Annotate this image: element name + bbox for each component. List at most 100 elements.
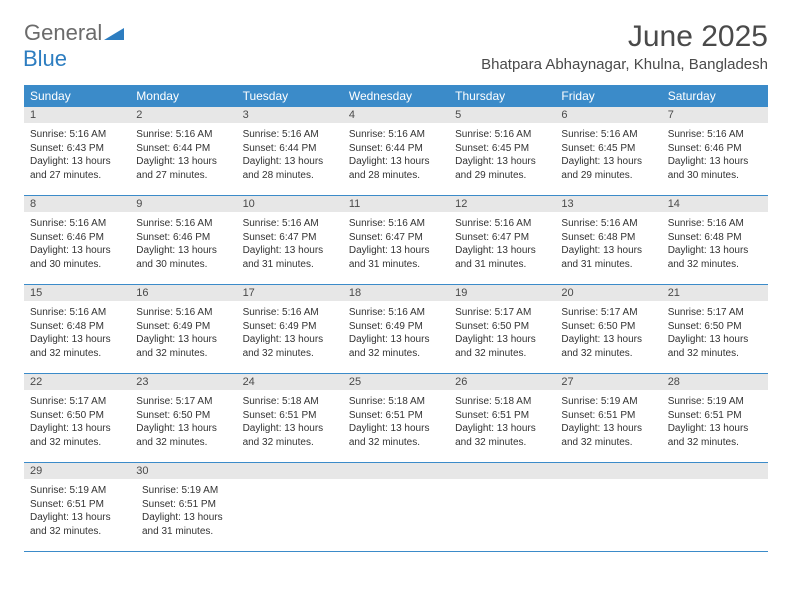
daylight-text-1: Daylight: 13 hours [349,155,443,169]
week-content-row: Sunrise: 5:16 AMSunset: 6:43 PMDaylight:… [24,123,768,195]
day-number: 25 [343,374,449,390]
sunset-text: Sunset: 6:46 PM [668,142,762,156]
logo-text: General Blue [24,20,124,72]
day-number: 11 [343,196,449,212]
daylight-text-2: and 32 minutes. [30,525,130,539]
sunrise-text: Sunrise: 5:16 AM [668,217,762,231]
day-details: Sunrise: 5:18 AMSunset: 6:51 PMDaylight:… [453,393,551,449]
sunrise-text: Sunrise: 5:16 AM [243,217,337,231]
day-cell: Sunrise: 5:19 AMSunset: 6:51 PMDaylight:… [662,390,768,462]
day-details: Sunrise: 5:19 AMSunset: 6:51 PMDaylight:… [666,393,764,449]
sunset-text: Sunset: 6:44 PM [349,142,443,156]
day-details: Sunrise: 5:16 AMSunset: 6:44 PMDaylight:… [347,126,445,182]
sunset-text: Sunset: 6:45 PM [455,142,549,156]
day-cell: Sunrise: 5:19 AMSunset: 6:51 PMDaylight:… [136,479,248,551]
sunset-text: Sunset: 6:46 PM [30,231,124,245]
day-cell: Sunrise: 5:16 AMSunset: 6:44 PMDaylight:… [130,123,236,195]
daylight-text-2: and 32 minutes. [455,347,549,361]
sunrise-text: Sunrise: 5:16 AM [136,306,230,320]
week-1: 1234567Sunrise: 5:16 AMSunset: 6:43 PMDa… [24,107,768,196]
day-cell: Sunrise: 5:17 AMSunset: 6:50 PMDaylight:… [449,301,555,373]
day-header-sunday: Sunday [24,85,130,107]
day-details: Sunrise: 5:16 AMSunset: 6:49 PMDaylight:… [134,304,232,360]
logo-general: General [24,20,102,45]
sunset-text: Sunset: 6:50 PM [30,409,124,423]
day-cell: Sunrise: 5:18 AMSunset: 6:51 PMDaylight:… [449,390,555,462]
sunrise-text: Sunrise: 5:17 AM [136,395,230,409]
day-number [555,463,661,479]
day-details: Sunrise: 5:16 AMSunset: 6:45 PMDaylight:… [453,126,551,182]
day-number: 17 [237,285,343,301]
day-details: Sunrise: 5:17 AMSunset: 6:50 PMDaylight:… [28,393,126,449]
daylight-text-1: Daylight: 13 hours [455,244,549,258]
day-number: 15 [24,285,130,301]
week-content-row: Sunrise: 5:19 AMSunset: 6:51 PMDaylight:… [24,479,768,551]
day-cell: Sunrise: 5:16 AMSunset: 6:49 PMDaylight:… [237,301,343,373]
daylight-text-1: Daylight: 13 hours [30,244,124,258]
sunrise-text: Sunrise: 5:18 AM [455,395,549,409]
daylight-text-2: and 28 minutes. [243,169,337,183]
empty-day-cell [248,479,352,551]
day-details: Sunrise: 5:16 AMSunset: 6:48 PMDaylight:… [559,215,657,271]
sunrise-text: Sunrise: 5:19 AM [561,395,655,409]
daylight-text-2: and 30 minutes. [30,258,124,272]
day-number: 9 [130,196,236,212]
day-number: 18 [343,285,449,301]
daylight-text-1: Daylight: 13 hours [668,155,762,169]
sunset-text: Sunset: 6:49 PM [243,320,337,334]
day-cell: Sunrise: 5:19 AMSunset: 6:51 PMDaylight:… [24,479,136,551]
day-details: Sunrise: 5:16 AMSunset: 6:49 PMDaylight:… [241,304,339,360]
day-number: 19 [449,285,555,301]
sunrise-text: Sunrise: 5:18 AM [243,395,337,409]
daylight-text-2: and 32 minutes. [455,436,549,450]
day-details: Sunrise: 5:16 AMSunset: 6:44 PMDaylight:… [134,126,232,182]
daylight-text-1: Daylight: 13 hours [668,422,762,436]
day-cell: Sunrise: 5:19 AMSunset: 6:51 PMDaylight:… [555,390,661,462]
day-details: Sunrise: 5:16 AMSunset: 6:46 PMDaylight:… [134,215,232,271]
sunset-text: Sunset: 6:50 PM [668,320,762,334]
day-details: Sunrise: 5:16 AMSunset: 6:49 PMDaylight:… [347,304,445,360]
daylight-text-2: and 27 minutes. [30,169,124,183]
day-cell: Sunrise: 5:16 AMSunset: 6:47 PMDaylight:… [343,212,449,284]
daylight-text-1: Daylight: 13 hours [243,155,337,169]
daylight-text-1: Daylight: 13 hours [243,422,337,436]
sunset-text: Sunset: 6:51 PM [349,409,443,423]
day-number [237,463,343,479]
daylight-text-2: and 32 minutes. [349,347,443,361]
daylight-text-2: and 32 minutes. [243,347,337,361]
sunset-text: Sunset: 6:48 PM [668,231,762,245]
daylight-text-1: Daylight: 13 hours [243,244,337,258]
day-details: Sunrise: 5:17 AMSunset: 6:50 PMDaylight:… [453,304,551,360]
sunrise-text: Sunrise: 5:16 AM [349,217,443,231]
daylight-text-1: Daylight: 13 hours [668,333,762,347]
day-number: 29 [24,463,130,479]
daylight-text-2: and 32 minutes. [30,436,124,450]
daylight-text-2: and 32 minutes. [668,436,762,450]
day-details: Sunrise: 5:18 AMSunset: 6:51 PMDaylight:… [241,393,339,449]
daylight-text-1: Daylight: 13 hours [455,333,549,347]
day-cell: Sunrise: 5:18 AMSunset: 6:51 PMDaylight:… [237,390,343,462]
day-cell: Sunrise: 5:18 AMSunset: 6:51 PMDaylight:… [343,390,449,462]
day-number: 12 [449,196,555,212]
sunrise-text: Sunrise: 5:16 AM [136,128,230,142]
day-number-row: 2930 [24,463,768,479]
sunrise-text: Sunrise: 5:16 AM [349,306,443,320]
day-cell: Sunrise: 5:17 AMSunset: 6:50 PMDaylight:… [555,301,661,373]
sunset-text: Sunset: 6:44 PM [136,142,230,156]
day-number: 20 [555,285,661,301]
day-details: Sunrise: 5:17 AMSunset: 6:50 PMDaylight:… [134,393,232,449]
daylight-text-2: and 31 minutes. [349,258,443,272]
daylight-text-2: and 31 minutes. [455,258,549,272]
daylight-text-2: and 32 minutes. [349,436,443,450]
sunrise-text: Sunrise: 5:16 AM [136,217,230,231]
daylight-text-1: Daylight: 13 hours [561,244,655,258]
day-cell: Sunrise: 5:16 AMSunset: 6:46 PMDaylight:… [130,212,236,284]
daylight-text-1: Daylight: 13 hours [243,333,337,347]
day-details: Sunrise: 5:16 AMSunset: 6:43 PMDaylight:… [28,126,126,182]
sunrise-text: Sunrise: 5:16 AM [668,128,762,142]
sunset-text: Sunset: 6:51 PM [561,409,655,423]
week-4: 22232425262728Sunrise: 5:17 AMSunset: 6:… [24,374,768,463]
daylight-text-1: Daylight: 13 hours [668,244,762,258]
day-details: Sunrise: 5:16 AMSunset: 6:47 PMDaylight:… [347,215,445,271]
daylight-text-2: and 32 minutes. [561,347,655,361]
